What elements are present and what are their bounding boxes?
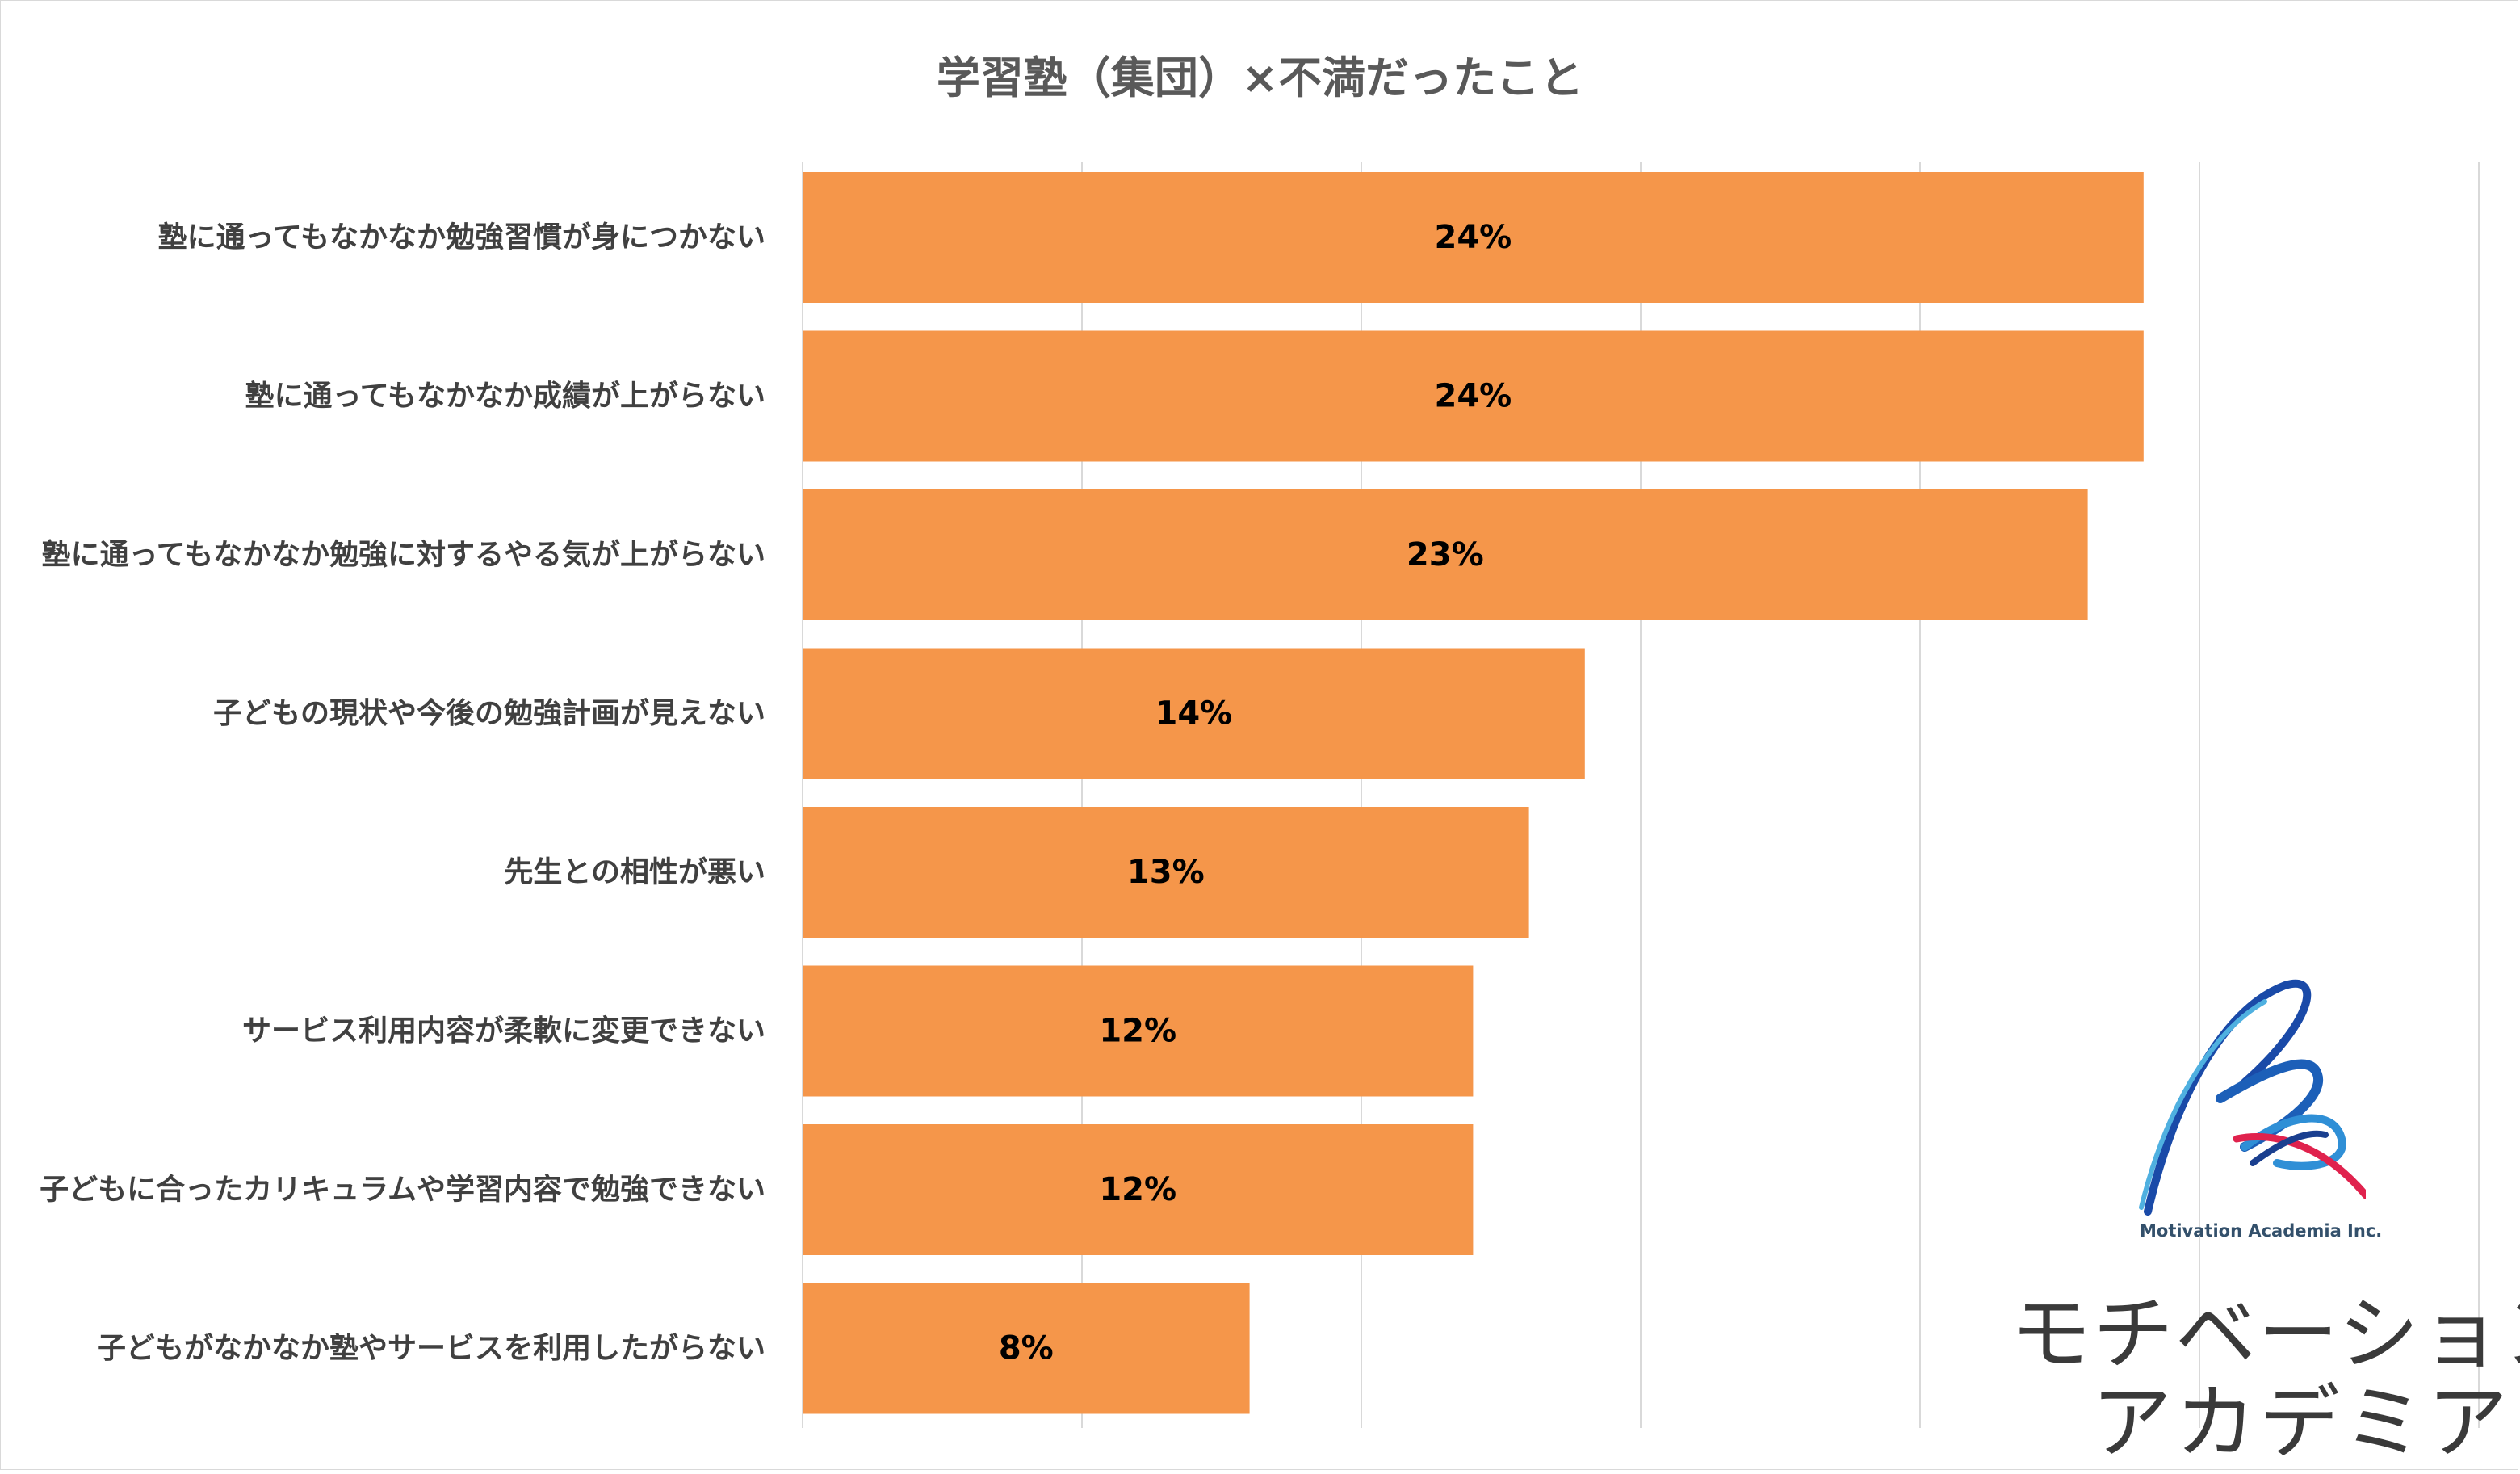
category-label: 塾に通ってもなかなか勉強に対するやる気が上がらない xyxy=(42,539,765,572)
data-label: 24% xyxy=(1435,378,1512,415)
logo-name-line1: モチベーション xyxy=(2011,1287,2520,1381)
data-labels: 24% 24% 23% 14% 13% 12% 12% 8% xyxy=(999,219,1512,1367)
bar xyxy=(803,330,2144,462)
category-label: 塾に通ってもなかなか勉強習慣が身につかない xyxy=(158,221,765,254)
bar xyxy=(803,648,1585,779)
bar xyxy=(803,1124,1474,1255)
data-label: 14% xyxy=(1155,695,1233,733)
category-label: 先生との相性が悪い xyxy=(504,856,765,889)
category-label: サービス利用内容が柔軟に変更できない xyxy=(242,1014,765,1048)
bar xyxy=(803,1283,1250,1414)
bars xyxy=(803,172,2144,1414)
category-label: 子どもがなかなか塾やサービスを利用したがらない xyxy=(97,1332,765,1365)
data-label: 8% xyxy=(999,1330,1054,1367)
category-label: 子どもに合ったカリキュラムや学習内容で勉強できない xyxy=(40,1173,765,1207)
data-label: 12% xyxy=(1099,1171,1176,1208)
category-label: 子どもの現状や今後の勉強計画が見えない xyxy=(213,697,765,730)
category-labels: 塾に通ってもなかなか勉強習慣が身につかない塾に通ってもなかなか成績が上がらない塾… xyxy=(40,221,765,1366)
bar xyxy=(803,172,2144,303)
bar xyxy=(803,489,2088,620)
data-label: 12% xyxy=(1099,1013,1176,1050)
company-logo: Motivation Academia Inc. モチベーション アカデミア xyxy=(2011,977,2520,1470)
chart-title: 学習塾（集団）×不満だったこと xyxy=(936,52,1584,103)
logo-name-line2: アカデミア xyxy=(2091,1375,2511,1470)
logo-mark-icon xyxy=(2139,979,2366,1216)
bar xyxy=(803,807,1529,938)
data-label: 24% xyxy=(1435,219,1512,256)
data-label: 13% xyxy=(1127,854,1205,891)
bar xyxy=(803,965,1474,1097)
category-label: 塾に通ってもなかなか成績が上がらない xyxy=(245,380,765,413)
logo-company-english: Motivation Academia Inc. xyxy=(2140,1221,2383,1241)
data-label: 23% xyxy=(1407,536,1484,573)
